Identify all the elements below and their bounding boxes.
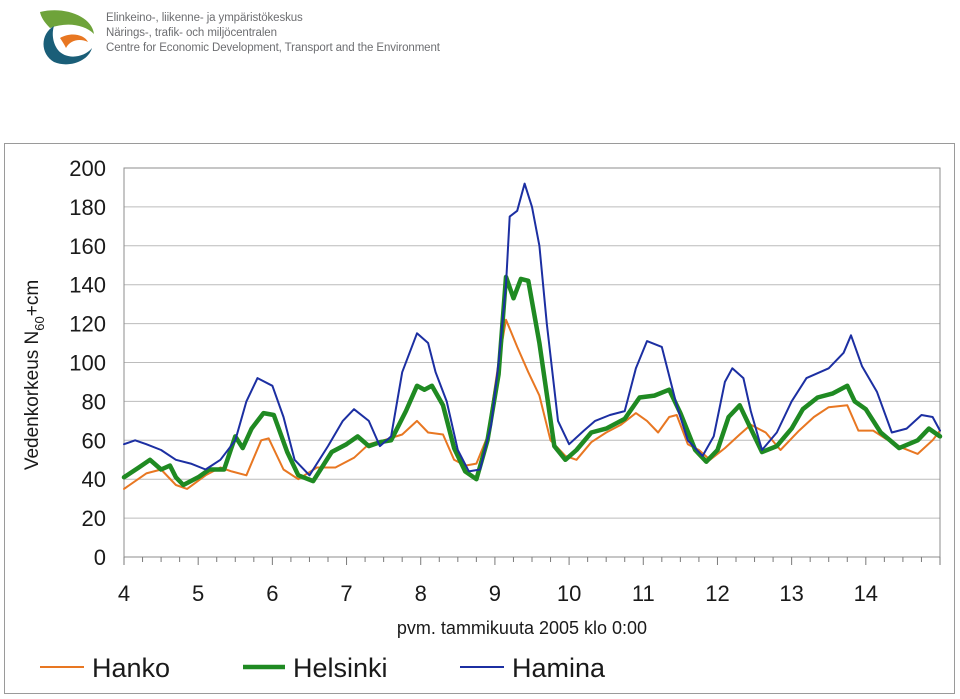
legend-label-helsinki: Helsinki: [293, 653, 388, 683]
y-tick-label: 120: [69, 312, 106, 337]
logo-green-leaf: [40, 10, 94, 34]
axes: 0 20 40 60 80 100 120 140 160 180 200 4 5 6 7 8 9 10 11 12 1…: [69, 156, 941, 606]
x-tick-label: 9: [489, 581, 501, 606]
x-tick-label: 5: [192, 581, 204, 606]
series-line-hanko: [123, 318, 941, 490]
y-tick-label: 200: [69, 156, 106, 181]
x-tick-label: 12: [705, 581, 729, 606]
y-axis-label-main: Vedenkorkeus N: [22, 331, 43, 470]
org-name-finnish: Elinkeino-, liikenne- ja ympäristökeskus: [106, 12, 303, 24]
x-tick-label: 4: [118, 581, 130, 606]
x-tick-label: 8: [415, 581, 427, 606]
x-axis-label: pvm. tammikuuta 2005 klo 0:00: [397, 618, 647, 638]
legend-label-hamina: Hamina: [512, 653, 606, 683]
x-tick-label: 10: [557, 581, 581, 606]
legend: Hanko Helsinki Hamina: [40, 653, 606, 683]
y-tick-label: 140: [69, 273, 106, 298]
logo-teal-crescent: [43, 26, 92, 65]
y-tick-label: 40: [82, 467, 106, 492]
series-line-hamina: [123, 182, 941, 477]
x-tick-label: 11: [632, 581, 655, 606]
header: Elinkeino-, liikenne- ja ympäristökeskus…: [0, 0, 960, 80]
y-tick-label: 160: [69, 234, 106, 259]
centre-logo: [39, 10, 94, 65]
legend-label-hanko: Hanko: [92, 653, 170, 683]
org-name-english: Centre for Economic Development, Transpo…: [106, 42, 440, 54]
y-tick-label: 180: [69, 195, 106, 220]
organisation-name: Elinkeino-, liikenne- ja ympäristökeskus…: [106, 11, 440, 56]
y-tick-label: 0: [94, 545, 106, 570]
org-name-swedish: Närings-, trafik- och miljöcentralen: [106, 27, 277, 39]
x-tick-label: 6: [266, 581, 278, 606]
y-tick-label: 100: [69, 351, 106, 376]
y-axis-label: Vedenkorkeus N60+cm: [22, 280, 47, 470]
y-tick-label: 60: [82, 428, 106, 453]
logo-orange-wave: [60, 34, 88, 48]
x-tick-label: 13: [779, 581, 803, 606]
grid: [124, 206, 940, 519]
x-tick-label: 14: [854, 581, 878, 606]
y-axis-label-subscript: 60: [32, 316, 47, 330]
x-tick-label: 7: [340, 581, 352, 606]
y-tick-label: 20: [82, 506, 106, 531]
y-axis-label-unit: +cm: [22, 280, 43, 316]
y-tick-label: 80: [82, 389, 106, 414]
series-lines: [121, 182, 943, 490]
